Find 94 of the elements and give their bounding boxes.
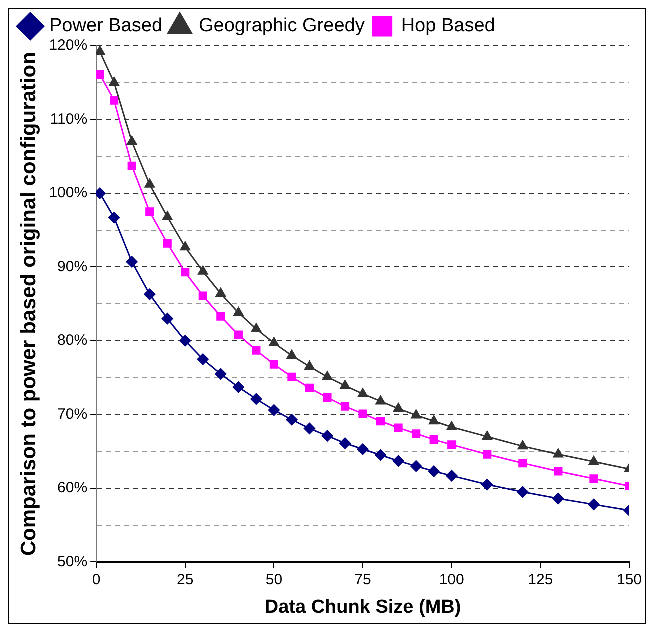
point <box>340 380 350 390</box>
point <box>250 393 262 405</box>
point <box>358 388 368 398</box>
point <box>197 354 209 366</box>
point <box>198 292 208 300</box>
point <box>268 404 280 416</box>
point <box>410 460 422 472</box>
point <box>270 360 278 369</box>
point <box>286 414 298 426</box>
y-axis-title: Comparison to power based original configuration <box>17 52 40 556</box>
x-axis-title: Data Chunk Size (MB) <box>264 596 462 618</box>
x-tick-label: 25 <box>177 571 194 588</box>
point <box>126 256 138 268</box>
point <box>162 313 174 325</box>
point <box>412 430 421 438</box>
point <box>251 323 262 332</box>
point <box>322 371 333 380</box>
legend-label: Hop Based <box>401 16 496 37</box>
point <box>517 486 529 498</box>
point <box>340 402 350 411</box>
y-tick-label: 80% <box>58 332 88 350</box>
point <box>96 70 104 80</box>
point <box>375 450 387 462</box>
x-tick-label: 100 <box>439 571 464 588</box>
x-tick-label: 50 <box>266 571 283 588</box>
point <box>322 430 334 442</box>
point <box>428 466 440 478</box>
x-tick-label: 125 <box>528 571 554 588</box>
y-tick-label: 60% <box>58 480 88 497</box>
point <box>323 393 332 402</box>
point <box>518 459 528 468</box>
x-tick-label: 0 <box>92 571 101 588</box>
point <box>394 424 403 432</box>
point <box>340 438 352 450</box>
legend-label: Power Based <box>50 16 163 37</box>
point <box>109 77 120 86</box>
point <box>304 361 315 370</box>
point <box>162 211 173 220</box>
point <box>554 467 563 476</box>
point <box>590 474 598 484</box>
point <box>393 403 404 412</box>
y-tick-label: 100% <box>49 184 88 202</box>
point <box>553 448 564 458</box>
point <box>180 335 192 347</box>
point <box>127 136 138 146</box>
point <box>376 417 386 426</box>
point <box>358 410 368 418</box>
point <box>108 212 120 224</box>
point <box>392 455 404 467</box>
x-tick-label: 150 <box>616 571 642 588</box>
point <box>234 330 243 340</box>
point <box>252 346 261 355</box>
point <box>146 208 154 216</box>
y-tick-label: 120% <box>49 37 88 54</box>
point <box>110 96 119 105</box>
point <box>446 422 457 430</box>
point <box>430 436 438 444</box>
point <box>588 456 600 466</box>
point <box>216 288 226 298</box>
point <box>482 431 492 440</box>
point <box>181 268 190 277</box>
point <box>288 372 296 382</box>
y-tick-label: 110% <box>50 110 88 128</box>
point <box>216 312 226 321</box>
point <box>234 307 244 316</box>
point <box>448 440 456 450</box>
x-tick-label: 75 <box>354 571 372 588</box>
point <box>163 239 172 248</box>
y-tick-label: 70% <box>58 406 88 423</box>
point <box>144 178 155 188</box>
point <box>96 46 106 56</box>
point <box>429 416 440 425</box>
point <box>518 440 528 450</box>
y-tick-label: 50% <box>58 553 88 570</box>
point <box>588 498 600 510</box>
point <box>232 382 244 394</box>
point <box>144 288 156 300</box>
point <box>198 266 208 275</box>
point <box>411 410 422 419</box>
point <box>304 422 316 434</box>
point <box>305 384 314 392</box>
point <box>357 444 369 456</box>
point <box>552 493 564 505</box>
legend-label: Geographic Greedy <box>199 16 366 37</box>
point <box>482 479 494 491</box>
point <box>483 450 492 459</box>
point <box>286 350 298 359</box>
y-tick-label: 90% <box>58 258 88 276</box>
point <box>215 368 227 380</box>
point <box>446 470 458 482</box>
point <box>180 242 190 251</box>
point <box>269 337 280 346</box>
point <box>376 396 386 405</box>
point <box>128 162 136 170</box>
